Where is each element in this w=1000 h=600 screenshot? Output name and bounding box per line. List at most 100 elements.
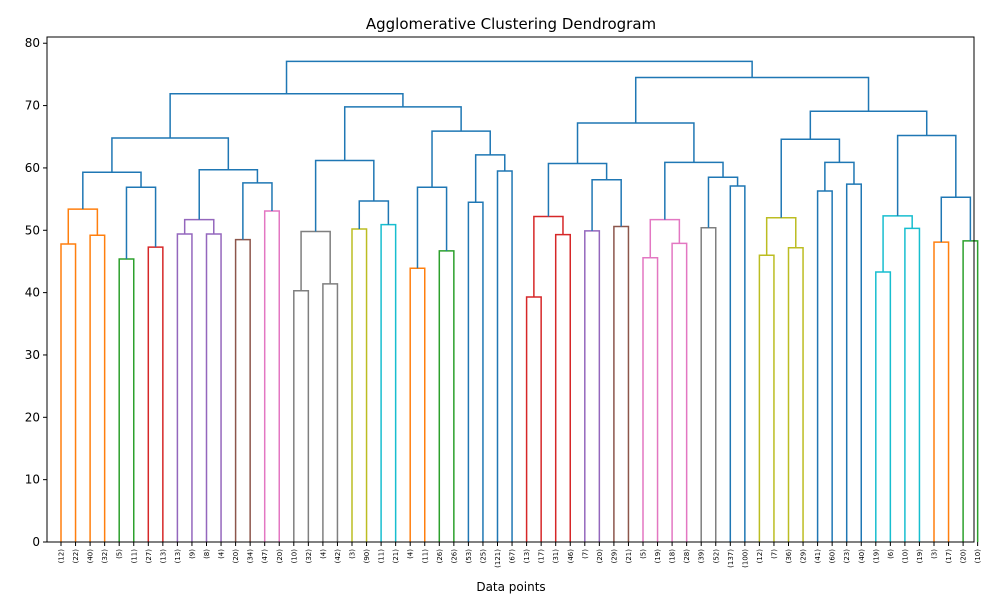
dendrogram-link-vw — [707, 176, 739, 228]
x-tick-label: (13) — [174, 549, 182, 564]
x-tick-label: (18) — [669, 549, 677, 564]
x-tick-label: (10) — [901, 549, 909, 564]
chart-title: Agglomerative Clustering Dendrogram — [366, 15, 656, 33]
x-tick-label: (12) — [58, 549, 66, 564]
dendrogram-link-r2 — [554, 233, 571, 542]
dendrogram-link-left — [169, 92, 404, 138]
dendrogram-links — [60, 60, 979, 542]
x-tick-label: (21) — [625, 549, 633, 564]
dendrogram-link-y — [765, 217, 797, 256]
dendrogram-link-j — [380, 223, 397, 542]
x-tick-label: (47) — [261, 549, 269, 564]
dendrogram-link-p — [496, 170, 513, 542]
dendrogram-link-h2 — [322, 283, 339, 542]
dendrogram-link-bc — [125, 186, 157, 259]
x-tick-label: (32) — [305, 549, 313, 564]
x-tick-label: (41) — [814, 549, 822, 564]
x-tick-label: (31) — [552, 549, 560, 564]
dendrogram-link-bb — [933, 241, 950, 542]
x-tick-label: (23) — [843, 549, 851, 564]
x-tick-label: (137) — [727, 549, 735, 568]
y-tick-label: 80 — [25, 36, 40, 50]
x-tick-label: (36) — [785, 549, 793, 564]
dendrogram-link-a1 — [60, 243, 77, 542]
x-tick-label: (29) — [610, 549, 618, 564]
dendrogram-link-u1 — [642, 256, 659, 542]
dendrogram-link-x — [576, 122, 695, 164]
x-tick-label: (5) — [116, 549, 124, 559]
x-tick-label: (67) — [509, 549, 517, 564]
x-tick-label: (6) — [887, 549, 895, 559]
dendrogram-link-k — [409, 267, 426, 542]
dendrogram-link-right — [634, 76, 870, 124]
x-tick-label: (53) — [465, 549, 473, 564]
x-tick-label: (121) — [494, 549, 502, 568]
x-tick-label: (8) — [203, 549, 211, 559]
dendrogram-link-a — [67, 208, 99, 244]
dendrogram-link-v — [700, 227, 717, 542]
dendrogram-link-g0 — [111, 137, 230, 173]
x-tick-label: (20) — [596, 549, 604, 564]
x-tick-label: (29) — [800, 549, 808, 564]
plot-frame — [46, 36, 975, 543]
x-tick-label: (4) — [407, 549, 415, 559]
y-tick-label: 20 — [25, 410, 40, 424]
x-tick-label: (11) — [421, 549, 429, 564]
x-tick-label: (42) — [334, 549, 342, 564]
x-tick-label: (7) — [770, 549, 778, 559]
dendrogram-link-i — [351, 228, 368, 542]
x-tick-label: (17) — [538, 549, 546, 564]
y-tick-label: 70 — [25, 99, 40, 113]
dendrogram-link-km — [416, 186, 448, 269]
dendrogram-link-r — [533, 215, 564, 297]
dendrogram-link-e — [234, 238, 251, 542]
x-tick-label: (11) — [378, 549, 386, 564]
dendrogram-link-f — [263, 210, 280, 542]
dendrogram-link-uvw — [664, 161, 724, 220]
x-tick-label: (3) — [349, 549, 357, 559]
x-tick-label: (34) — [247, 549, 255, 564]
dendrogram-link-a2 — [89, 234, 106, 542]
x-tick-label: (4) — [319, 549, 327, 559]
dendrogram-link-y2 — [787, 246, 804, 542]
dendrogram-link-z — [824, 161, 855, 191]
x-tick-label: (28) — [683, 549, 691, 564]
dendrogram-link-d — [183, 218, 215, 235]
dendrogram-link-st — [591, 179, 622, 231]
dendrogram-link-z1 — [816, 190, 833, 542]
dendrogram-link-d2 — [205, 233, 222, 542]
dendrogram-link-root — [285, 60, 753, 94]
x-tick-label: (39) — [698, 549, 706, 564]
x-tick-label: (11) — [130, 549, 138, 564]
dendrogram-link-ef — [242, 182, 273, 240]
x-tick-label: (13) — [523, 549, 531, 564]
dendrogram-link-cc — [962, 240, 979, 542]
dendrogram-link-b — [118, 258, 135, 542]
x-axis-label: Data points — [476, 580, 545, 594]
x-tick-label: (19) — [916, 549, 924, 564]
x-tick-label: (32) — [101, 549, 109, 564]
y-tick-label: 50 — [25, 223, 40, 237]
dendrogram-link-r1 — [525, 296, 542, 542]
x-tick-label: (40) — [858, 549, 866, 564]
x-tick-label: (20) — [276, 549, 284, 564]
x-tick-label: (3) — [931, 549, 939, 559]
dendrogram-link-u — [649, 218, 681, 258]
dendrogram-link-h1 — [293, 289, 310, 542]
x-tick-label: (17) — [945, 549, 953, 564]
dendrogram-link-t — [613, 225, 630, 542]
dendrogram-link-def — [198, 169, 259, 220]
dendrogram-link-m — [438, 250, 455, 542]
dendrogram-link-n — [467, 201, 484, 542]
x-tick-label: (7) — [581, 549, 589, 559]
dendrogram-link-y1 — [758, 254, 775, 542]
dendrogram-link-kmnp — [431, 130, 491, 188]
dendrogram-link-w — [729, 185, 746, 542]
x-tick-label: (9) — [188, 549, 196, 559]
x-tick-label: (10) — [290, 549, 298, 564]
dendrogram-link-bbcc — [940, 196, 972, 243]
dendrogram-link-q — [343, 106, 462, 161]
x-tick-label: (19) — [872, 549, 880, 564]
x-tick-label: (100) — [741, 549, 749, 568]
